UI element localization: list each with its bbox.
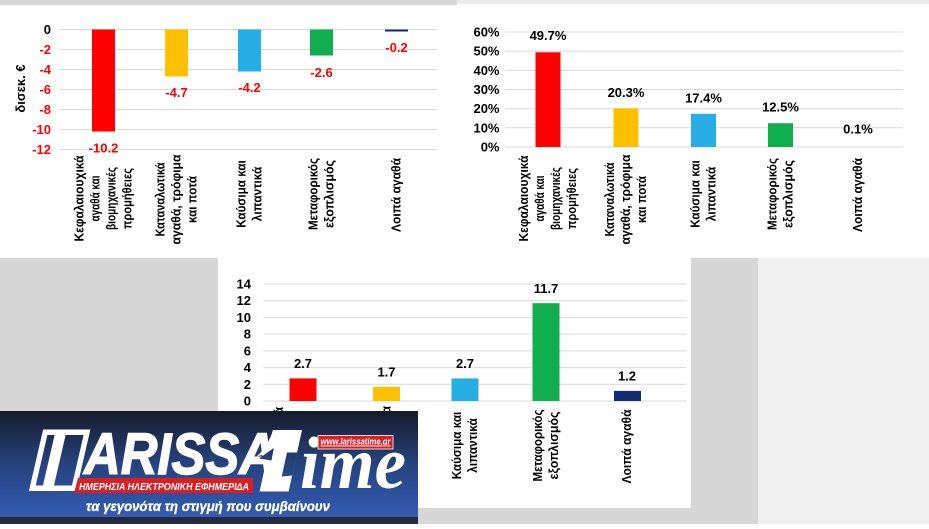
svg-text:11.7: 11.7 [534,281,559,296]
svg-text:Μεταφορικός: Μεταφορικός [531,410,545,482]
svg-text:Μεταφορικός: Μεταφορικός [307,158,321,230]
svg-text:εξοπλισμός: εξοπλισμός [782,160,796,228]
svg-text:Λοιπά αγαθά: Λοιπά αγαθά [851,158,865,232]
svg-text:-12: -12 [32,142,51,157]
svg-text:Κεφαλαιουχικά: Κεφαλαιουχικά [517,155,531,241]
svg-text:1.2: 1.2 [618,369,636,384]
svg-text:10: 10 [237,310,251,325]
svg-text:αγαθά, τρόφιμα: αγαθά, τρόφιμα [170,154,184,244]
svg-text:-2: -2 [39,42,51,57]
svg-text:0: 0 [244,394,251,409]
svg-text:Καύσιμα και: Καύσιμα και [235,160,249,228]
svg-text:-0.2: -0.2 [385,40,407,55]
svg-text:2.7: 2.7 [294,356,312,371]
svg-text:20.3%: 20.3% [608,85,645,100]
svg-text:12.5%: 12.5% [762,100,799,115]
svg-text:ΗΜΕΡΗΣΙΑ ΗΛΕΚΤΡΟΝΙΚΗ ΕΦΗΜΕΡΙΔΑ: ΗΜΕΡΗΣΙΑ ΗΛΕΚΤΡΟΝΙΚΗ ΕΦΗΜΕΡΙΔΑ [79,482,249,493]
svg-text:1.7: 1.7 [377,364,395,379]
svg-text:αγαθά, τρόφιμα: αγαθά, τρόφιμα [619,154,633,244]
svg-text:βιομηχανικές: βιομηχανικές [105,167,119,230]
svg-text:λιπαντικά: λιπαντικά [705,166,719,221]
svg-text:0%: 0% [481,140,500,155]
svg-text:-10.2: -10.2 [89,141,119,156]
svg-text:20%: 20% [473,101,499,116]
svg-text:2.7: 2.7 [456,356,474,371]
svg-text:14: 14 [237,277,252,292]
svg-text:0.1%: 0.1% [843,122,873,137]
svg-text:τα γεγονότα τη στιγμή που συμβ: τα γεγονότα τη στιγμή που συμβαίνουν [86,498,330,514]
svg-text:εξοπλισμός: εξοπλισμός [547,412,561,480]
svg-text:-2.6: -2.6 [310,65,332,80]
svg-text:Καταναλωτικά: Καταναλωτικά [154,162,168,236]
svg-text:-10: -10 [32,122,51,137]
svg-text:λιπαντικά: λιπαντικά [251,166,265,221]
svg-text:Λοιπά αγαθά: Λοιπά αγαθά [390,158,404,232]
svg-text:10%: 10% [473,120,499,135]
svg-text:αγαθά και: αγαθά και [89,175,103,221]
svg-text:-4.2: -4.2 [238,80,260,95]
svg-text:-6: -6 [39,82,51,97]
svg-text:δισεκ. €: δισεκ. € [13,64,28,112]
svg-text:4: 4 [244,360,252,375]
svg-text:και ποτά: και ποτά [186,176,200,223]
svg-text:λιπαντικά: λιπαντικά [466,418,480,473]
svg-text:και ποτά: και ποτά [635,176,649,223]
svg-text:προμήθειες: προμήθειες [121,168,135,229]
svg-text:40%: 40% [473,63,499,78]
svg-text:Καύσιμα και: Καύσιμα και [689,160,703,228]
svg-text:-4: -4 [39,62,51,77]
svg-text:-8: -8 [39,102,51,117]
svg-text:17.4%: 17.4% [685,90,722,105]
svg-text:0: 0 [44,22,51,37]
svg-text:εξοπλισμός: εξοπλισμός [323,160,337,228]
svg-text:8: 8 [244,327,251,342]
svg-text:Καύσιμα και: Καύσιμα και [450,411,464,479]
svg-text:12: 12 [237,293,251,308]
svg-text:αγαθά και: αγαθά και [533,175,547,221]
svg-text:Καταναλωτικά: Καταναλωτικά [603,162,617,236]
svg-text:ARISSA: ARISSA [82,422,276,487]
svg-text:60%: 60% [473,24,499,39]
svg-text:6: 6 [244,343,251,358]
svg-text:www.larissatime.gr: www.larissatime.gr [321,437,391,447]
svg-text:προμήθειες: προμήθειες [565,168,579,229]
svg-text:Κεφαλαιουχικά: Κεφαλαιουχικά [73,155,87,241]
svg-text:βιομηχανικές: βιομηχανικές [549,167,563,230]
svg-text:-4.7: -4.7 [165,85,187,100]
svg-text:2: 2 [244,377,251,392]
svg-text:Λοιπά αγαθά: Λοιπά αγαθά [620,409,634,483]
svg-text:Μεταφορικός: Μεταφορικός [766,158,780,230]
svg-text:50%: 50% [473,44,499,59]
svg-text:30%: 30% [473,82,499,97]
svg-text:49.7%: 49.7% [530,28,567,43]
